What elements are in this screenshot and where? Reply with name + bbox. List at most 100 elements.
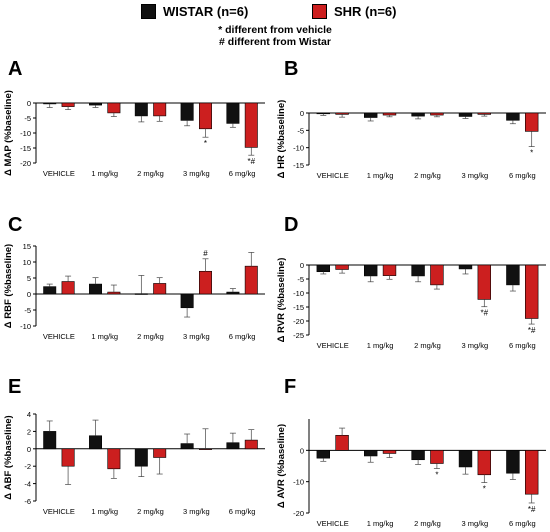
panel-c-y-tick-label: 15 <box>23 242 31 251</box>
legend-swatch-wistar <box>141 4 156 19</box>
panel-d-bar-wistar <box>411 264 425 277</box>
panel-c-x-tick-label: 3 mg/kg <box>183 332 210 341</box>
panel-letter-d: D <box>284 214 299 236</box>
panel-letter-b: B <box>284 58 299 80</box>
panel-f-x-tick-label: 1 mg/kg <box>367 519 394 528</box>
panel-d-significance-mark: *# <box>528 326 536 335</box>
panel-c-y-tick-label: 5 <box>27 274 31 283</box>
panel-c-x-tick-label: 2 mg/kg <box>137 332 164 341</box>
legend-item-shr: SHR (n=6) <box>312 4 396 19</box>
panel-d-y-tick-label: -20 <box>293 317 304 326</box>
panel-e-x-tick-label: 3 mg/kg <box>183 507 210 516</box>
legend-item-wistar: WISTAR (n=6) <box>141 4 248 19</box>
panel-e-x-tick-label: 2 mg/kg <box>137 507 164 516</box>
panel-e-y-tick-label: -4 <box>24 480 31 489</box>
panel-c-y-tick-label: 10 <box>23 258 31 267</box>
panel-c-bar-wistar <box>89 283 102 295</box>
panel-f-bar-wistar <box>506 450 520 474</box>
panel-f-x-tick-label: VEHICLE <box>317 519 349 528</box>
panel-a-x-tick-label: VEHICLE <box>43 169 75 178</box>
panel-a-chart: 0 -5 -10 -15 -20 Δ MAP (%baseline) VEHICLE 1 mg… <box>3 90 265 178</box>
panel-c-bar-shr <box>107 291 121 295</box>
panel-a-y-axis-label: Δ MAP (%baseline) <box>3 90 14 176</box>
panel-f-bar-shr <box>524 450 539 495</box>
panel-d-x-tick-label: 1 mg/kg <box>367 341 394 350</box>
panel-a-x-tick-label: 1 mg/kg <box>91 169 118 178</box>
panel-b-x-tick-label: 3 mg/kg <box>462 171 489 180</box>
note-different-from-wistar: # different from Wistar <box>219 36 331 48</box>
panel-e-y-tick-label: 4 <box>27 410 31 419</box>
panel-letter-e: E <box>8 376 22 398</box>
panel-b-chart: 0 -5 -10 -15 Δ HR (%baseline) VEHICLE 1 mg/kg 2… <box>276 100 546 180</box>
panel-a-bar-wistar <box>89 102 102 106</box>
panel-d-y-tick-label: -15 <box>293 303 304 312</box>
panel-d-y-tick-label: -25 <box>293 331 304 340</box>
panel-c-x-tick-label: 6 mg/kg <box>229 332 256 341</box>
panel-b-bar-wistar <box>411 112 425 117</box>
panel-c-y-axis-label: Δ RBF (%baseline) <box>3 244 14 328</box>
panel-a-bar-shr <box>153 102 167 117</box>
panel-e-y-tick-label: -2 <box>24 462 31 471</box>
panel-c-x-tick-label: VEHICLE <box>43 332 75 341</box>
panel-f-bar-wistar <box>364 450 378 457</box>
panel-e-bar-shr <box>153 448 167 458</box>
panel-c-y-tick-label: -5 <box>24 306 31 315</box>
panel-d-chart: 0 -5 -10 -15 -20 -25 Δ RVR (%baseline) VEHICLE 1… <box>276 258 546 350</box>
panel-c-bar-shr <box>199 270 212 295</box>
panel-d-bar-wistar <box>316 264 331 273</box>
panel-c-bar-wistar <box>180 293 194 309</box>
panel-e-y-tick-label: 2 <box>27 427 31 436</box>
panel-f-y-axis-label: Δ AVR (%baseline) <box>276 424 287 508</box>
legend-swatch-shr <box>312 4 327 19</box>
panel-a-significance-mark: * <box>204 139 207 148</box>
panel-e-bar-wistar <box>89 435 102 450</box>
panel-a-bar-wistar <box>180 102 194 121</box>
panel-c-bar-wistar <box>134 293 148 295</box>
panel-f-significance-mark: * <box>483 485 486 494</box>
panel-d-bar-wistar <box>458 264 473 270</box>
panel-b-y-tick-label: -15 <box>293 161 304 170</box>
panel-f-chart: 0 -10 -20 Δ AVR (%baseline) VEHICLE 1 mg/kg 2 … <box>276 419 546 528</box>
panel-d-bar-shr <box>430 264 444 286</box>
panel-b-bar-wistar <box>364 112 378 118</box>
panel-e-bar-wistar <box>134 448 148 467</box>
panel-a-bar-shr <box>199 102 212 130</box>
chart-legend: WISTAR (n=6) SHR (n=6) * different from … <box>0 0 550 50</box>
panel-a-significance-mark: *# <box>248 157 256 166</box>
panel-a-y-tick-label: -5 <box>24 114 31 123</box>
panel-d-bar-shr <box>382 264 397 276</box>
panel-letter-c: C <box>8 214 23 236</box>
panel-c-bar-shr <box>61 281 75 295</box>
panel-b-bar-wistar <box>458 112 473 117</box>
panel-a-x-tick-label: 2 mg/kg <box>137 169 164 178</box>
panel-d-x-tick-label: 6 mg/kg <box>509 341 536 350</box>
panel-f-y-tick-label: -10 <box>293 478 304 487</box>
legend-label-wistar: WISTAR (n=6) <box>163 4 249 19</box>
panel-b-x-tick-label: VEHICLE <box>317 171 349 180</box>
panel-d-y-axis-label: Δ RVR (%baseline) <box>276 258 287 343</box>
panel-f-bar-wistar <box>411 450 425 461</box>
panel-d-significance-mark: *# <box>481 309 489 318</box>
panel-b-x-tick-label: 2 mg/kg <box>414 171 441 180</box>
panel-b-bar-shr <box>477 112 491 115</box>
panel-d-x-tick-label: VEHICLE <box>317 341 349 350</box>
panel-b-y-tick-label: -10 <box>293 144 304 153</box>
panel-e-bar-shr <box>244 439 258 450</box>
panel-f-y-tick-label: 0 <box>300 446 304 455</box>
panel-b-x-tick-label: 1 mg/kg <box>367 171 394 180</box>
legend-label-shr: SHR (n=6) <box>334 4 397 19</box>
panel-a-bar-shr <box>61 102 75 107</box>
panel-c-x-tick-label: 1 mg/kg <box>91 332 118 341</box>
panel-d-y-tick-label: -10 <box>293 289 304 298</box>
panel-f-x-tick-label: 3 mg/kg <box>462 519 489 528</box>
panel-c-bar-wistar <box>226 291 240 295</box>
panel-f-y-tick-label: -20 <box>293 509 304 518</box>
panel-a-y-tick-label: -15 <box>20 144 31 153</box>
panel-e-bar-shr <box>199 448 212 450</box>
panel-a-x-tick-label: 3 mg/kg <box>183 169 210 178</box>
panel-d-bar-shr <box>477 264 491 300</box>
panel-d-y-tick-label: 0 <box>300 261 304 270</box>
panel-c-y-tick-label: -10 <box>20 322 31 331</box>
panel-a-bar-wistar <box>226 102 240 124</box>
panel-d-x-tick-label: 3 mg/kg <box>462 341 489 350</box>
